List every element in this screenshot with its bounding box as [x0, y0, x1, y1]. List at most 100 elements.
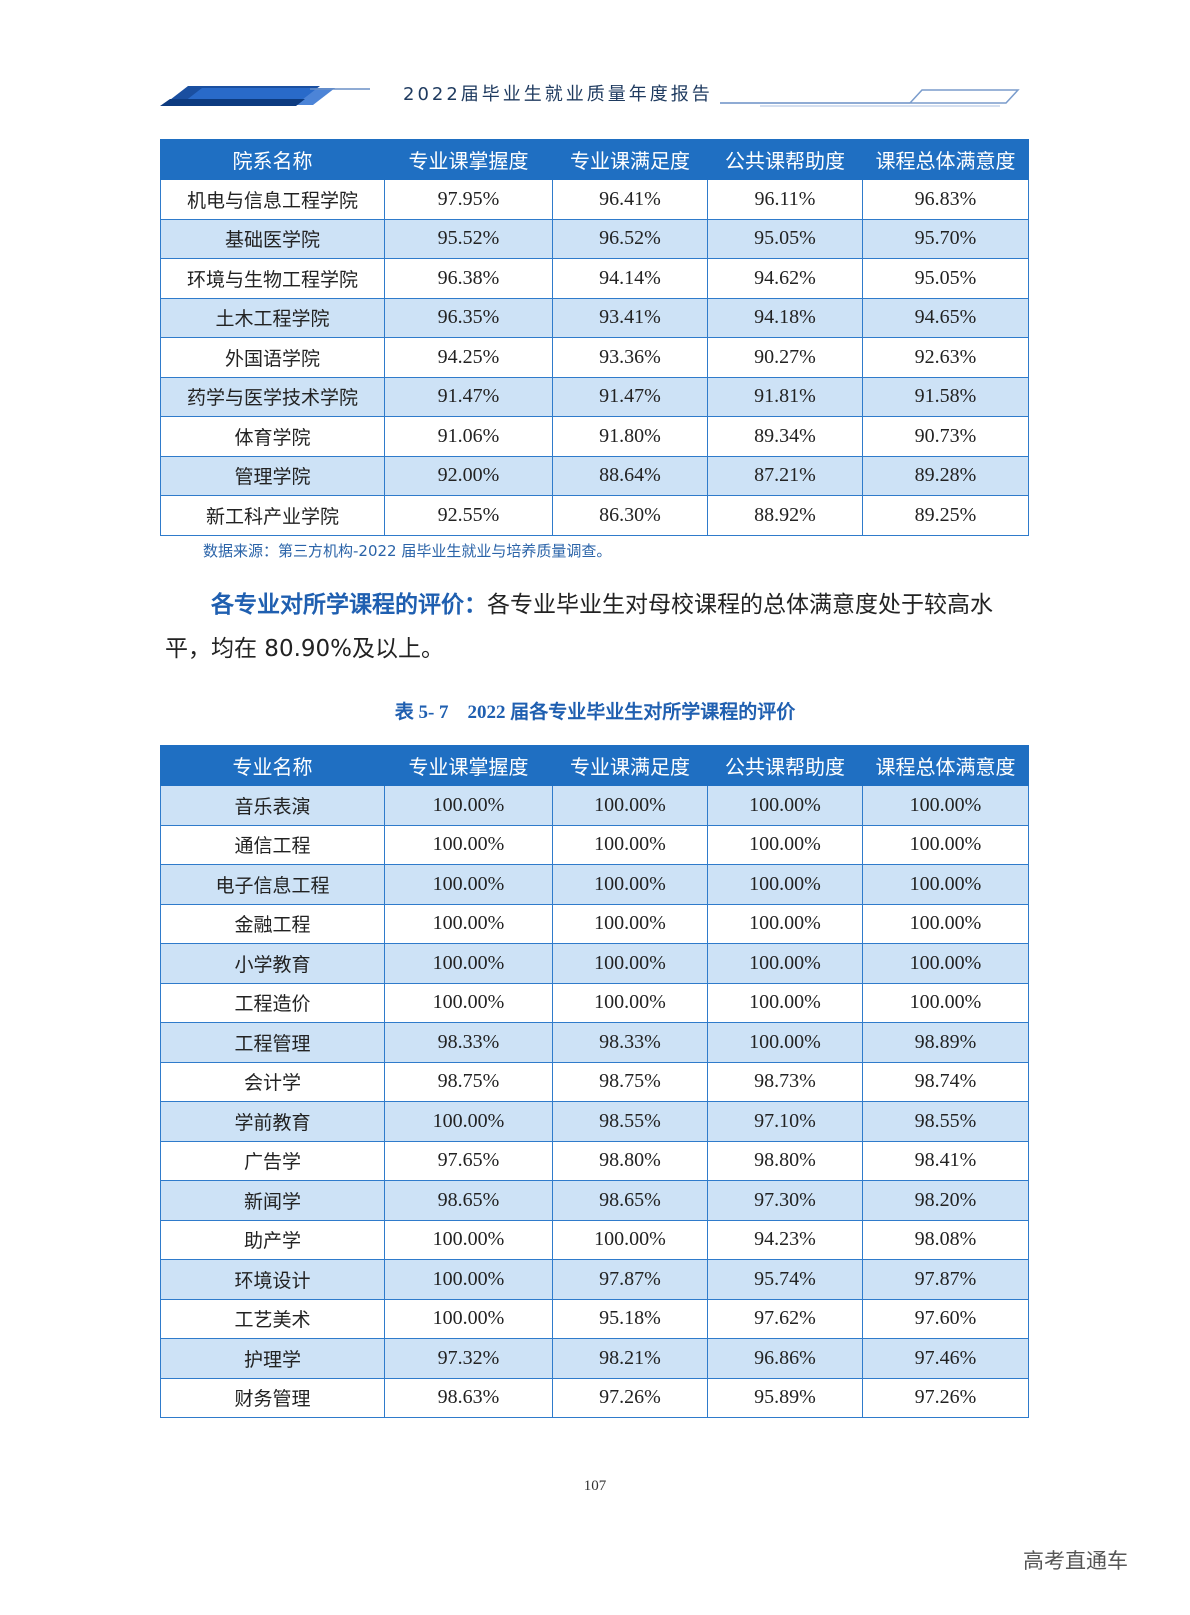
value-cell: 95.89% — [707, 1377, 863, 1418]
row-name-cell: 基础医学院 — [160, 218, 385, 259]
row-name-cell: 工艺美术 — [160, 1298, 385, 1339]
table-row: 体育学院 91.06% 91.80% 89.34% 90.73% — [160, 416, 1029, 457]
table-row: 环境设计 100.00% 97.87% 95.74% 97.87% — [160, 1259, 1029, 1300]
value-cell: 91.80% — [552, 416, 708, 457]
row-name-cell: 工程造价 — [160, 982, 385, 1023]
value-cell: 100.00% — [552, 864, 708, 905]
value-cell: 89.28% — [862, 455, 1029, 496]
value-cell: 100.00% — [707, 903, 863, 944]
value-cell: 100.00% — [862, 864, 1029, 905]
row-name-cell: 音乐表演 — [160, 785, 385, 826]
value-cell: 100.00% — [862, 943, 1029, 984]
value-cell: 100.00% — [384, 1101, 553, 1142]
column-header: 专业课满足度 — [552, 139, 708, 180]
row-name-cell: 广告学 — [160, 1140, 385, 1181]
value-cell: 95.05% — [707, 218, 863, 259]
value-cell: 100.00% — [707, 1022, 863, 1063]
value-cell: 100.00% — [384, 1219, 553, 1260]
value-cell: 94.18% — [707, 297, 863, 338]
value-cell: 97.32% — [384, 1338, 553, 1379]
value-cell: 97.87% — [552, 1259, 708, 1300]
row-name-cell: 小学教育 — [160, 943, 385, 984]
value-cell: 96.38% — [384, 258, 553, 299]
table-row: 电子信息工程 100.00% 100.00% 100.00% 100.00% — [160, 864, 1029, 905]
row-name-cell: 金融工程 — [160, 903, 385, 944]
value-cell: 100.00% — [862, 785, 1029, 826]
row-name-cell: 工程管理 — [160, 1022, 385, 1063]
value-cell: 100.00% — [552, 824, 708, 865]
value-cell: 97.60% — [862, 1298, 1029, 1339]
value-cell: 100.00% — [862, 903, 1029, 944]
value-cell: 98.41% — [862, 1140, 1029, 1181]
value-cell: 98.65% — [384, 1180, 553, 1221]
value-cell: 100.00% — [384, 903, 553, 944]
value-cell: 100.00% — [384, 864, 553, 905]
value-cell: 98.20% — [862, 1180, 1029, 1221]
row-name-cell: 环境与生物工程学院 — [160, 258, 385, 299]
value-cell: 95.18% — [552, 1298, 708, 1339]
value-cell: 100.00% — [707, 824, 863, 865]
college-course-evaluation-table: 院系名称 专业课掌握度 专业课满足度 公共课帮助度 课程总体满意度 机电与信息工程学院 9… — [160, 139, 1029, 536]
page-number: 107 — [583, 1478, 607, 1494]
value-cell: 98.80% — [707, 1140, 863, 1181]
value-cell: 100.00% — [384, 982, 553, 1023]
row-name-cell: 新闻学 — [160, 1180, 385, 1221]
column-header: 专业课掌握度 — [384, 745, 553, 786]
value-cell: 86.30% — [552, 495, 708, 536]
value-cell: 100.00% — [707, 982, 863, 1023]
row-name-cell: 体育学院 — [160, 416, 385, 457]
header-title: 2022届毕业生就业质量年度报告 — [403, 84, 713, 105]
value-cell: 100.00% — [384, 1259, 553, 1300]
row-name-cell: 通信工程 — [160, 824, 385, 865]
value-cell: 97.62% — [707, 1298, 863, 1339]
value-cell: 96.86% — [707, 1338, 863, 1379]
value-cell: 98.55% — [552, 1101, 708, 1142]
value-cell: 91.06% — [384, 416, 553, 457]
value-cell: 91.47% — [384, 376, 553, 417]
value-cell: 90.27% — [707, 337, 863, 378]
table-row: 环境与生物工程学院 96.38% 94.14% 94.62% 95.05% — [160, 258, 1029, 299]
table-caption: 表 5- 7 2022 届各专业毕业生对所学课程的评价 — [394, 702, 796, 723]
table-row: 小学教育 100.00% 100.00% 100.00% 100.00% — [160, 943, 1029, 984]
value-cell: 100.00% — [707, 785, 863, 826]
row-name-cell: 药学与医学技术学院 — [160, 376, 385, 417]
table-row: 药学与医学技术学院 91.47% 91.47% 91.81% 91.58% — [160, 376, 1029, 417]
table-row: 土木工程学院 96.35% 93.41% 94.18% 94.65% — [160, 297, 1029, 338]
value-cell: 100.00% — [384, 943, 553, 984]
paragraph-lead: 各专业对所学课程的评价： — [211, 592, 487, 618]
value-cell: 97.26% — [552, 1377, 708, 1418]
value-cell: 100.00% — [552, 943, 708, 984]
value-cell: 97.30% — [707, 1180, 863, 1221]
table-row: 护理学 97.32% 98.21% 96.86% 97.46% — [160, 1338, 1029, 1379]
table-header-row: 专业名称 专业课掌握度 专业课满足度 公共课帮助度 课程总体满意度 — [160, 745, 1029, 786]
value-cell: 95.52% — [384, 218, 553, 259]
table-row: 学前教育 100.00% 98.55% 97.10% 98.55% — [160, 1101, 1029, 1142]
value-cell: 93.41% — [552, 297, 708, 338]
value-cell: 98.74% — [862, 1061, 1029, 1102]
table-row: 会计学 98.75% 98.75% 98.73% 98.74% — [160, 1061, 1029, 1102]
value-cell: 100.00% — [862, 824, 1029, 865]
table-row: 新闻学 98.65% 98.65% 97.30% 98.20% — [160, 1180, 1029, 1221]
row-name-cell: 会计学 — [160, 1061, 385, 1102]
table-row: 广告学 97.65% 98.80% 98.80% 98.41% — [160, 1140, 1029, 1181]
row-name-cell: 机电与信息工程学院 — [160, 179, 385, 220]
table-row: 金融工程 100.00% 100.00% 100.00% 100.00% — [160, 903, 1029, 944]
row-name-cell: 土木工程学院 — [160, 297, 385, 338]
table-row: 工程造价 100.00% 100.00% 100.00% 100.00% — [160, 982, 1029, 1023]
watermark: 高考直通车 — [1023, 1549, 1128, 1573]
table-row: 机电与信息工程学院 97.95% 96.41% 96.11% 96.83% — [160, 179, 1029, 220]
value-cell: 94.23% — [707, 1219, 863, 1260]
value-cell: 92.00% — [384, 455, 553, 496]
value-cell: 98.73% — [707, 1061, 863, 1102]
value-cell: 91.47% — [552, 376, 708, 417]
value-cell: 98.80% — [552, 1140, 708, 1181]
value-cell: 96.41% — [552, 179, 708, 220]
table-row: 基础医学院 95.52% 96.52% 95.05% 95.70% — [160, 218, 1029, 259]
paragraph: 各专业对所学课程的评价：各专业毕业生对母校课程的总体满意度处于较高水平，均在 8… — [165, 583, 1035, 671]
value-cell: 94.14% — [552, 258, 708, 299]
page-header: 2022届毕业生就业质量年度报告 — [160, 70, 1030, 120]
value-cell: 97.46% — [862, 1338, 1029, 1379]
value-cell: 94.65% — [862, 297, 1029, 338]
value-cell: 98.21% — [552, 1338, 708, 1379]
value-cell: 90.73% — [862, 416, 1029, 457]
